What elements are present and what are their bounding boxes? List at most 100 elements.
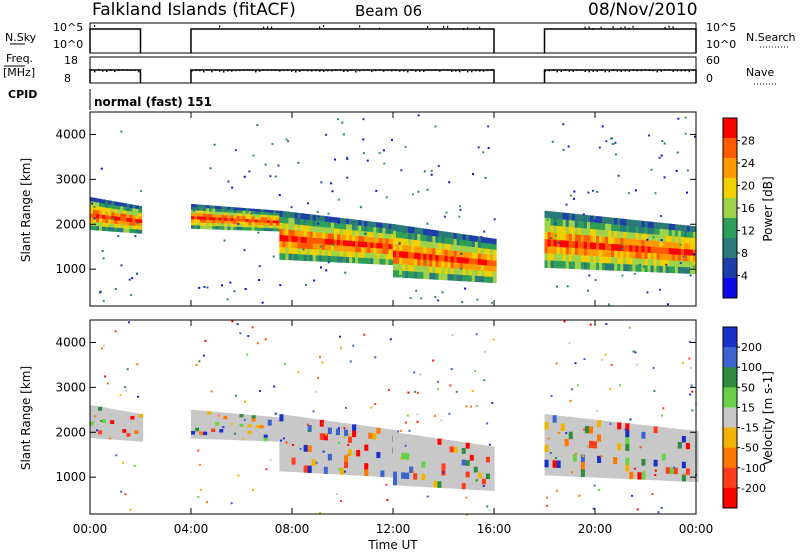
power-cell bbox=[471, 275, 476, 282]
velocity-cell bbox=[372, 445, 377, 453]
velocity-cell bbox=[689, 449, 695, 457]
power-cell bbox=[635, 245, 640, 253]
power-cell bbox=[135, 219, 140, 224]
freq-point bbox=[407, 70, 409, 73]
velocity-cell bbox=[384, 440, 390, 448]
velocity-noise bbox=[363, 333, 366, 336]
velocity-cell bbox=[352, 455, 357, 463]
power-cell bbox=[644, 265, 649, 273]
power-cell bbox=[626, 245, 630, 252]
power-cell bbox=[303, 225, 308, 232]
velocity-cell bbox=[641, 445, 647, 453]
power-cell bbox=[221, 212, 225, 216]
velocity-cell bbox=[199, 417, 204, 422]
power-noise bbox=[487, 146, 490, 149]
power-cell bbox=[96, 222, 100, 227]
velocity-cell bbox=[364, 463, 369, 470]
power-cell bbox=[680, 236, 685, 244]
velocity-cell bbox=[138, 437, 144, 442]
velocity-cell bbox=[685, 474, 691, 482]
velocity-cell bbox=[315, 426, 321, 434]
power-cell bbox=[683, 267, 688, 274]
freq-point bbox=[271, 69, 273, 71]
velocity-cell bbox=[247, 433, 253, 438]
velocity-cell bbox=[469, 460, 475, 467]
velocity-cell bbox=[409, 441, 414, 448]
freq-point bbox=[387, 69, 389, 71]
power-cell bbox=[336, 256, 341, 263]
power-cell bbox=[224, 209, 228, 213]
power-cell bbox=[686, 249, 691, 256]
power-cell bbox=[441, 273, 446, 281]
nsky-spike bbox=[319, 26, 321, 29]
velocity-cell bbox=[621, 429, 626, 438]
power-cell bbox=[486, 260, 491, 267]
velocity-cell bbox=[597, 427, 602, 435]
power-cell bbox=[349, 235, 353, 242]
power-cell bbox=[209, 214, 213, 218]
velocity-cell bbox=[609, 449, 614, 458]
power-cell bbox=[689, 225, 694, 233]
power-heatmap bbox=[90, 114, 697, 306]
velocity-cell bbox=[572, 454, 578, 462]
velocity-colorbar-label: Velocity [m s-1] bbox=[761, 371, 775, 465]
power-noise bbox=[337, 221, 340, 224]
velocity-cell bbox=[227, 413, 232, 417]
power-cell bbox=[596, 229, 600, 237]
power-cell bbox=[251, 224, 256, 228]
velocity-noise bbox=[595, 409, 598, 412]
velocity-cell bbox=[572, 439, 578, 448]
power-noise bbox=[430, 173, 433, 176]
velocity-cell bbox=[465, 442, 471, 450]
velocity-cell bbox=[473, 443, 479, 451]
power-cell bbox=[599, 243, 603, 251]
freq-point bbox=[676, 69, 678, 72]
velocity-cell bbox=[572, 446, 578, 455]
power-noise bbox=[93, 217, 96, 220]
power-cell bbox=[349, 224, 353, 231]
power-cell bbox=[227, 215, 231, 219]
power-cell bbox=[635, 226, 640, 234]
velocity-cell bbox=[425, 480, 430, 488]
velocity-cell bbox=[441, 475, 447, 483]
nsky-spike bbox=[427, 25, 429, 28]
velocity-cell bbox=[661, 433, 667, 442]
power-noise bbox=[663, 176, 666, 179]
velocity-cell bbox=[235, 413, 241, 418]
velocity-cell bbox=[681, 474, 687, 482]
power-cell bbox=[650, 253, 655, 260]
freq-point bbox=[660, 70, 662, 72]
velocity-cell bbox=[315, 439, 321, 447]
power-cell bbox=[435, 248, 440, 256]
velocity-cell bbox=[327, 447, 333, 455]
velocity-cell bbox=[94, 429, 99, 435]
power-cell bbox=[233, 221, 238, 225]
power-noise bbox=[198, 286, 201, 289]
velocity-cell bbox=[649, 466, 655, 474]
velocity-cell bbox=[489, 457, 495, 464]
power-cell bbox=[547, 218, 552, 226]
power-cell bbox=[370, 226, 374, 233]
power-noise bbox=[258, 265, 261, 268]
power-cell bbox=[680, 224, 685, 232]
power-cell bbox=[203, 225, 207, 230]
colorbar-tick-label: 20 bbox=[741, 180, 755, 193]
power-cell bbox=[102, 218, 106, 224]
power-cell bbox=[209, 211, 213, 215]
velocity-cell bbox=[335, 454, 341, 462]
power-cell bbox=[596, 242, 600, 250]
freq-point bbox=[251, 69, 253, 71]
velocity-cell bbox=[231, 433, 237, 437]
power-cell bbox=[382, 223, 387, 229]
velocity-cell bbox=[263, 416, 269, 420]
power-cell bbox=[333, 234, 338, 241]
velocity-cell bbox=[617, 443, 622, 451]
power-cell bbox=[367, 226, 371, 233]
velocity-cell bbox=[661, 427, 667, 435]
power-cell bbox=[396, 270, 400, 278]
velocity-cell bbox=[360, 469, 365, 476]
velocity-cell bbox=[118, 425, 123, 430]
power-cell bbox=[617, 237, 621, 245]
colorbar-tick-label: -100 bbox=[741, 462, 766, 475]
power-cell bbox=[611, 217, 615, 225]
